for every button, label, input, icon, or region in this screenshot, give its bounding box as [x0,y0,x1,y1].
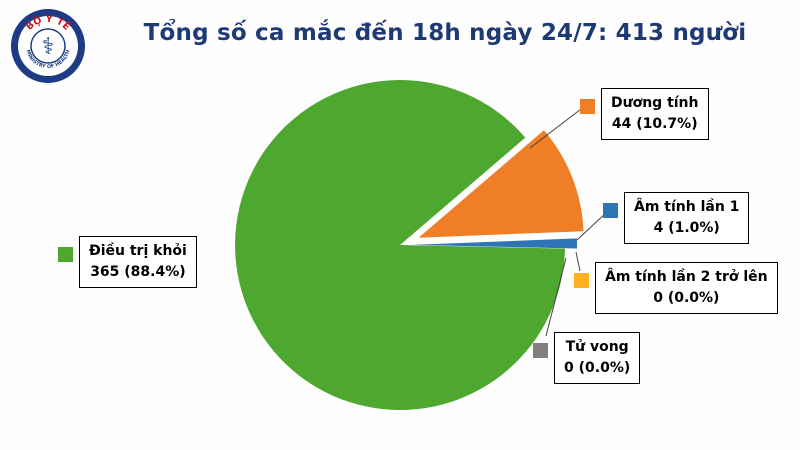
legend-value: 0 (0.0%) [653,290,720,306]
legend-leader-line [576,211,608,241]
legend-box-negative2: Âm tính lần 2 trở lên 0 (0.0%) [595,262,778,314]
page-title: Tổng số ca mắc đến 18h ngày 24/7: 413 ng… [143,20,747,46]
legend-swatch-negative1 [603,203,618,218]
ministry-of-health-logo: BỘ Y TẾ MINISTRY OF HEALTH ⚕ [11,9,85,83]
legend-box-recovered: Điều trị khỏi 365 (88.4%) [79,236,197,288]
legend-swatch-recovered [58,247,73,262]
logo: BỘ Y TẾ MINISTRY OF HEALTH ⚕ [10,8,86,88]
legend-dieu-tri-khoi: Điều trị khỏi 365 (88.4%) [58,236,197,288]
legend-box-positive: Dương tính 44 (10.7%) [601,88,709,140]
caduceus-icon: ⚕ [42,34,54,60]
legend-value: 0 (0.0%) [564,360,631,376]
legend-swatch-negative2 [574,273,589,288]
legend-am-tinh-lan-1: Âm tính lần 1 4 (1.0%) [603,192,750,244]
legend-swatch-deaths [533,343,548,358]
legend-tu-vong: Tử vong 0 (0.0%) [533,332,641,384]
pie-slice-1 [418,130,584,238]
legend-box-negative1: Âm tính lần 1 4 (1.0%) [624,192,750,244]
legend-leader-line [545,257,567,337]
legend-duong-tinh: Dương tính 44 (10.7%) [580,88,709,140]
legend-label: Điều trị khỏi [89,243,187,259]
legend-value: 44 (10.7%) [611,116,698,132]
legend-leader-line [529,105,586,149]
legend-swatch-positive [580,99,595,114]
legend-label: Âm tính lần 2 trở lên [605,269,768,285]
legend-label: Dương tính [611,95,699,111]
legend-label: Tử vong [565,339,629,355]
pie-slice-2 [412,238,578,249]
pie-slice-0 [235,79,565,410]
legend-am-tinh-lan-2: Âm tính lần 2 trở lên 0 (0.0%) [574,262,778,314]
legend-box-deaths: Tử vong 0 (0.0%) [554,332,641,384]
legend-leader-line [575,251,581,272]
legend-value: 4 (1.0%) [653,220,720,236]
legend-value: 365 (88.4%) [90,264,186,280]
legend-label: Âm tính lần 1 [634,199,740,215]
